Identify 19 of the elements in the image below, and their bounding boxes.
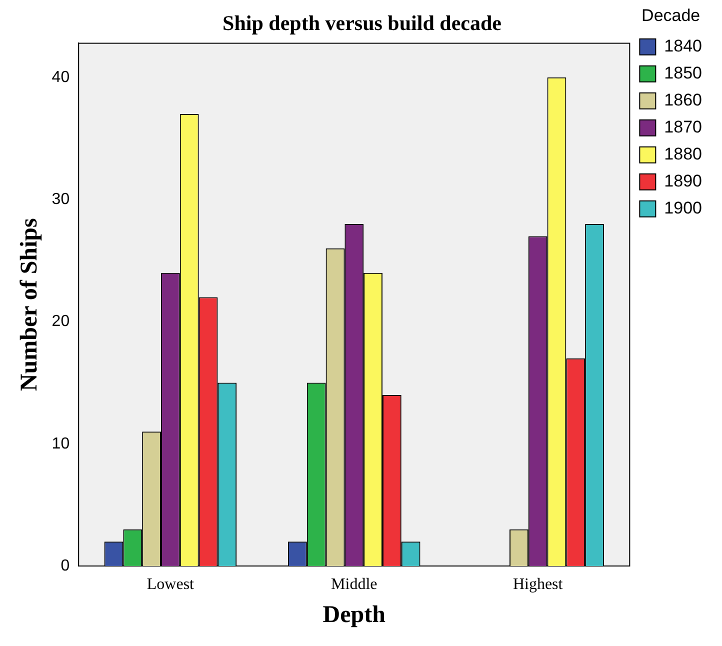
y-tick-label: 40 <box>52 68 70 86</box>
legend-label: 1840 <box>664 36 702 56</box>
legend-label: 1870 <box>664 118 702 137</box>
x-tick-label: Middle <box>331 576 378 593</box>
legend-label: 1850 <box>664 64 702 83</box>
y-axis-title: Number of Ships <box>16 218 43 392</box>
legend-label: 1900 <box>664 198 702 218</box>
y-tick-label: 0 <box>60 557 70 574</box>
legend-label: 1890 <box>664 172 702 191</box>
legend-title: Decade <box>642 6 700 26</box>
chart-title: Ship depth versus build decade <box>222 11 502 36</box>
y-tick-label: 20 <box>52 313 70 330</box>
legend-label: 1880 <box>664 144 702 164</box>
y-tick-label: 30 <box>52 190 70 208</box>
x-tick-label: Highest <box>512 576 564 593</box>
legend-label: 1860 <box>664 90 702 110</box>
x-axis-title: Depth <box>322 602 386 628</box>
y-tick-label: 10 <box>52 435 70 452</box>
x-tick-label: Lowest <box>146 576 195 593</box>
